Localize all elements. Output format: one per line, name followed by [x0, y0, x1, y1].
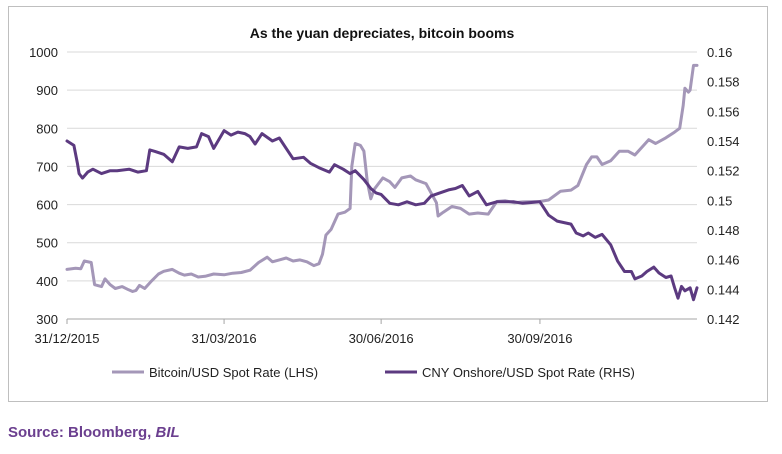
legend: Bitcoin/USD Spot Rate (LHS) CNY Onshore/U…	[112, 365, 635, 380]
y-left-tick-label: 700	[36, 159, 58, 174]
source-suffix: BIL	[155, 424, 180, 441]
y-right-tick-label: 0.152	[707, 164, 740, 179]
bitcoin-series-line	[65, 63, 699, 293]
y-left-tick-label: 900	[36, 83, 58, 98]
series-lines	[65, 63, 699, 302]
legend-label: Bitcoin/USD Spot Rate (LHS)	[149, 365, 318, 380]
y-right-tick-label: 0.148	[707, 223, 740, 238]
y-left-tick-label: 800	[36, 121, 58, 136]
y-left-tick-label: 500	[36, 236, 58, 251]
x-tick-label: 31/12/2015	[34, 331, 99, 346]
chart-area	[8, 6, 768, 402]
y-left-tick-label: 300	[36, 312, 58, 327]
x-tick-label: 30/06/2016	[349, 331, 414, 346]
y-right-tick-label: 0.16	[707, 45, 732, 60]
y-right-tick-label: 0.156	[707, 104, 740, 119]
y-left-tick-label: 1000	[29, 45, 58, 60]
x-tick-label: 30/09/2016	[507, 331, 572, 346]
source-note: Source: Bloomberg, BIL	[8, 424, 180, 441]
cny-series-line	[65, 129, 699, 302]
y-right-tick-label: 0.146	[707, 253, 740, 268]
y-left-tick-label: 600	[36, 198, 58, 213]
y-right-tick-label: 0.15	[707, 193, 732, 208]
y-right-tick-label: 0.158	[707, 75, 740, 90]
gridlines	[67, 51, 697, 282]
legend-label: CNY Onshore/USD Spot Rate (RHS)	[422, 365, 635, 380]
chart-title: As the yuan depreciates, bitcoin booms	[250, 25, 515, 41]
source-prefix: Source: Bloomberg,	[8, 424, 156, 441]
y-left-tick-label: 400	[36, 274, 58, 289]
y-right-tick-label: 0.144	[707, 282, 740, 297]
y-right-tick-label: 0.154	[707, 134, 740, 149]
x-tick-label: 31/03/2016	[192, 331, 257, 346]
axes: 300 400 500 600 700 800 900 1000 0.142 0.144 0.146…	[29, 45, 739, 346]
y-right-tick-label: 0.142	[707, 312, 740, 327]
